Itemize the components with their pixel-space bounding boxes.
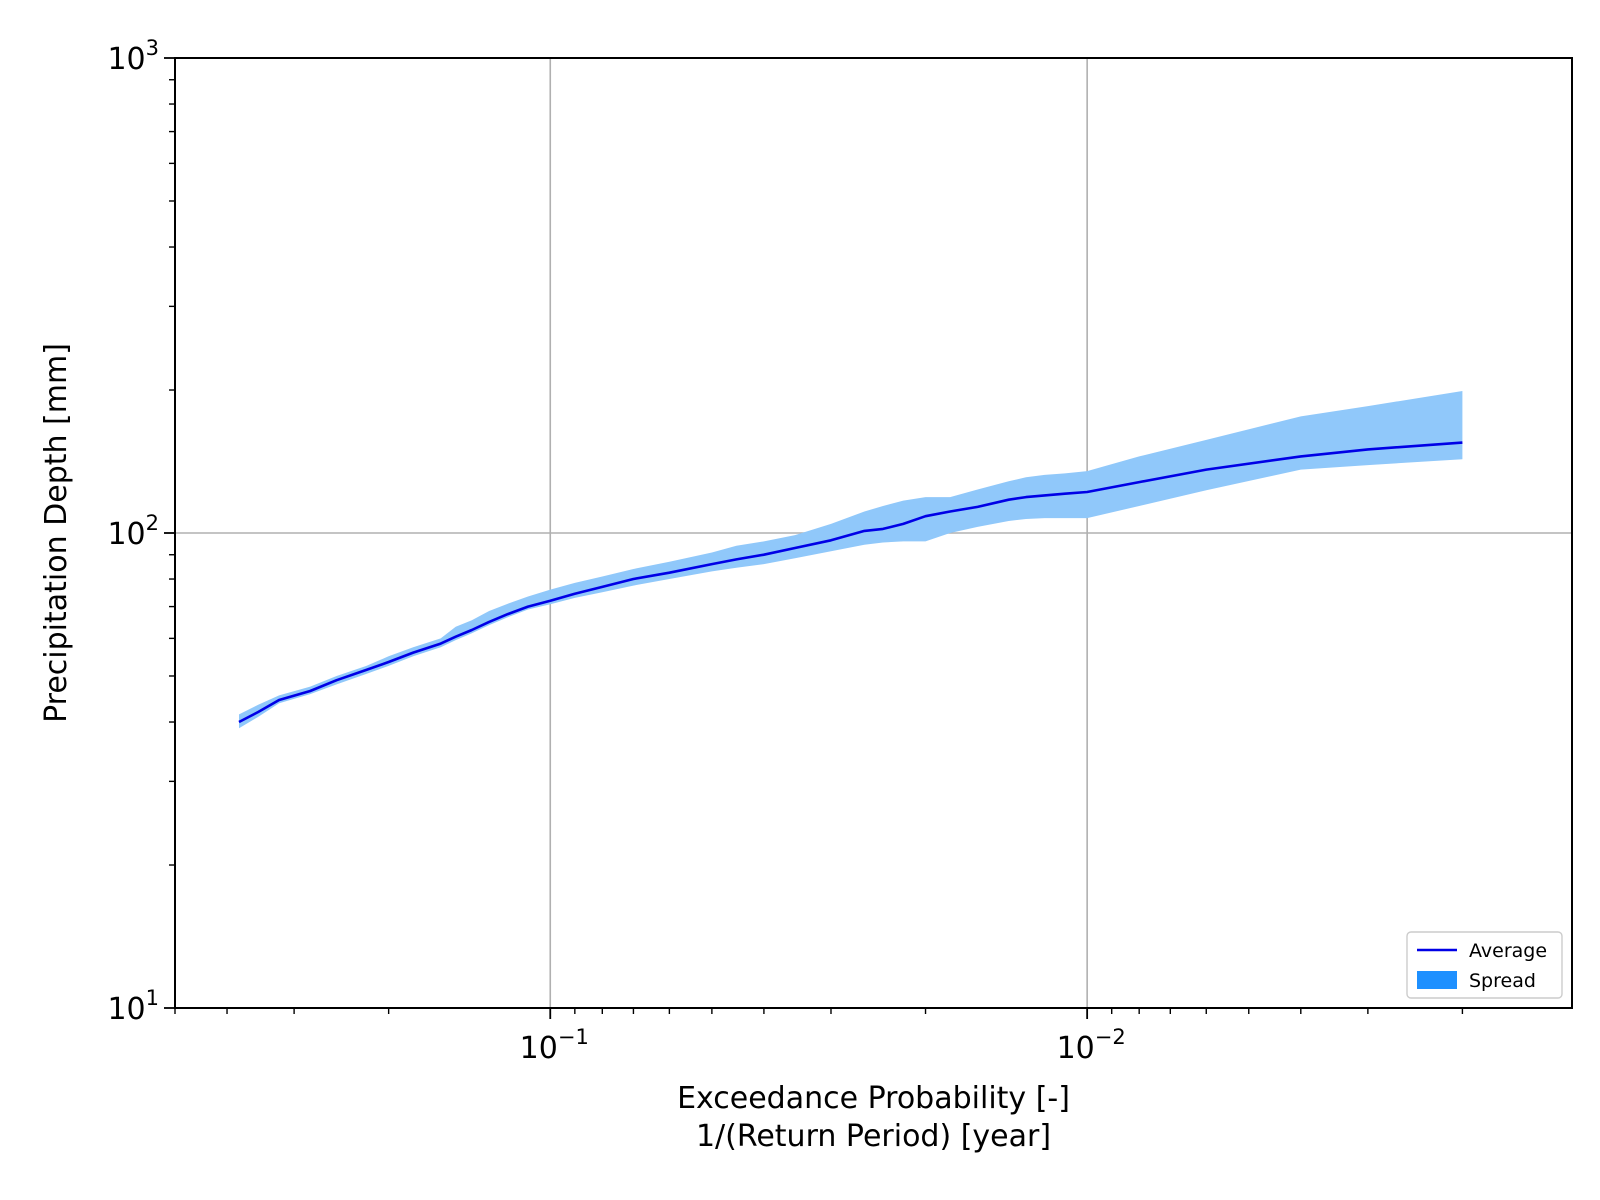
x-axis-label: 1/(Return Period) [year] [696,1119,1051,1154]
y-tick-label: 101 [107,986,159,1027]
average-line [238,441,1463,724]
legend: Average Spread [1406,931,1563,999]
x-tick-label: 10−2 [1057,1025,1126,1066]
legend-label: Spread [1469,970,1536,992]
legend-label: Average [1469,940,1547,962]
y-tick-label: 103 [107,36,159,77]
average-line-layer [238,441,1463,724]
x-tick-label: 10−1 [520,1025,589,1066]
y-axis-label: Precipitation Depth [mm] [39,343,74,723]
spread-band [239,391,1463,729]
axes: 101 102 103 10−1 10−2 Exceedance Probability … [39,36,1573,1154]
legend-swatch-spread [1417,971,1457,989]
x-axis-label: Exceedance Probability [-] [677,1081,1070,1116]
y-tick-label: 102 [107,511,159,552]
spread-band-layer [239,391,1463,729]
